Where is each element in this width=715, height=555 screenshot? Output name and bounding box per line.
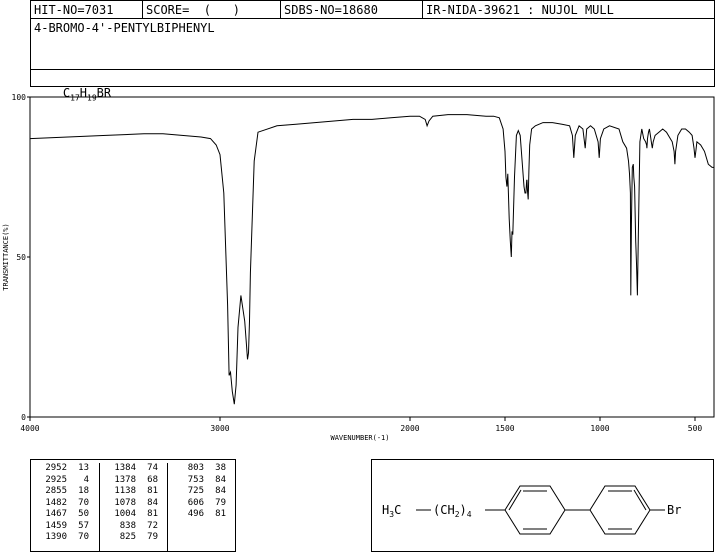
score: SCORE= ( ) (143, 1, 281, 19)
bromine-label: Br (667, 503, 681, 517)
x-tick-label: 1500 (495, 424, 514, 433)
peak-row: 2925 4 (31, 475, 99, 487)
plot-frame (29, 96, 715, 418)
compound-name: 4-BROMO-4'-PENTYLBIPHENYL (34, 21, 215, 35)
y-axis-label: TRANSMITTANCE(%) (2, 223, 10, 290)
peak-row: 1459 57 (31, 521, 99, 533)
peak-wavenumber: 606 (187, 497, 204, 508)
peak-wavenumber: 2925 (45, 474, 67, 485)
x-tick-label: 1000 (590, 424, 609, 433)
sdbs-number: SDBS-NO=18680 (281, 1, 423, 19)
y-tick-label: 0 (21, 413, 26, 422)
peak-wavenumber: 1459 (45, 520, 67, 531)
peak-wavenumber: 825 (119, 532, 136, 542)
peak-wavenumber: 838 (119, 520, 136, 531)
peak-row: 1078 84 (100, 498, 168, 510)
peak-transmittance: 81 (215, 509, 226, 519)
peak-transmittance: 38 (215, 463, 226, 473)
peak-row: 1482 70 (31, 498, 99, 510)
peak-row: 1384 74 (100, 463, 168, 475)
ir-spectrum-chart: 0 50 100 4000 3000 2000 1500 1000 500 TRANSMITT… (2, 93, 715, 442)
peak-wavenumber: 1482 (45, 497, 67, 508)
benzene-ring-2 (589, 485, 651, 535)
ir-identifier: IR-NIDA-39621 : NUJOL MULL (426, 3, 614, 17)
peak-wavenumber: 1378 (114, 474, 136, 485)
peak-row: 1004 81 (100, 509, 168, 521)
peak-transmittance: 72 (147, 520, 158, 531)
peak-row: 1138 81 (100, 486, 168, 498)
x-tick-label: 3000 (210, 424, 229, 433)
peak-transmittance: 70 (78, 497, 89, 508)
peak-row: 753 84 (168, 475, 236, 487)
peak-transmittance: 68 (147, 474, 158, 485)
peak-row: 2855 18 (31, 486, 99, 498)
peak-wavenumber: 1384 (114, 463, 136, 473)
peak-wavenumber: 1078 (114, 497, 136, 508)
peak-row: 496 81 (168, 509, 236, 521)
peak-transmittance: 79 (147, 532, 158, 542)
peak-transmittance: 13 (78, 463, 89, 473)
peak-transmittance: 50 (78, 509, 89, 519)
peak-wavenumber: 2855 (45, 486, 67, 496)
peak-row: 1467 50 (31, 509, 99, 521)
y-tick-label: 100 (12, 93, 27, 102)
peak-wavenumber: 803 (187, 463, 204, 473)
peak-wavenumber: 753 (187, 474, 204, 485)
peak-wavenumber: 1138 (114, 486, 136, 496)
peak-column: 803 38 753 84 725 84 606 79 496 81 (167, 463, 236, 551)
peak-transmittance: 4 (83, 474, 89, 485)
methyl-label: H3C (382, 503, 401, 519)
peak-wavenumber: 1390 (45, 532, 67, 542)
peak-row: 725 84 (168, 486, 236, 498)
peak-row: 825 79 (100, 532, 168, 544)
peak-transmittance: 84 (215, 486, 226, 496)
peak-transmittance: 81 (147, 486, 158, 496)
structure-box: H3C (CH2)4 Br (371, 459, 714, 552)
peak-wavenumber: 2952 (45, 463, 67, 473)
peak-wavenumber: 496 (187, 509, 204, 519)
benzene-ring-1 (504, 485, 566, 535)
peak-row: 1390 70 (31, 532, 99, 544)
spectrum-line (29, 114, 714, 405)
hit-number: HIT-NO=7031 (31, 1, 143, 19)
peak-transmittance: 84 (147, 497, 158, 508)
structure-drawing: H3C (CH2)4 Br (382, 485, 681, 535)
peak-row: 803 38 (168, 463, 236, 475)
x-tick-label: 2000 (400, 424, 419, 433)
peak-row: 1378 68 (100, 475, 168, 487)
peak-table: 2952 13 2925 4 2855 18 1482 70 1467 50 1459 57 1390 7… (30, 459, 236, 552)
peak-transmittance: 79 (215, 497, 226, 508)
peak-column: 2952 13 2925 4 2855 18 1482 70 1467 50 1459 57 1390 7… (31, 463, 99, 551)
peak-wavenumber: 725 (187, 486, 204, 496)
x-axis-label: WAVENUMBER(-1) (330, 434, 389, 442)
peak-transmittance: 18 (78, 486, 89, 496)
peak-row: 838 72 (100, 521, 168, 533)
peak-wavenumber: 1004 (114, 509, 136, 519)
peak-column: 1384 74 1378 68 1138 81 1078 84 1004 81 838 72 825 79 (99, 463, 168, 551)
peak-row: 606 79 (168, 498, 236, 510)
peak-transmittance: 57 (78, 520, 89, 531)
divider (31, 69, 714, 70)
x-tick-label: 500 (688, 424, 703, 433)
peak-transmittance: 70 (78, 532, 89, 542)
y-tick-label: 50 (16, 253, 26, 262)
peak-transmittance: 84 (215, 474, 226, 485)
peak-wavenumber: 1467 (45, 509, 67, 519)
peak-row: 2952 13 (31, 463, 99, 475)
peak-transmittance: 74 (147, 463, 158, 473)
peak-transmittance: 81 (147, 509, 158, 519)
x-tick-label: 4000 (20, 424, 39, 433)
chain-label: (CH2)4 (433, 503, 472, 519)
